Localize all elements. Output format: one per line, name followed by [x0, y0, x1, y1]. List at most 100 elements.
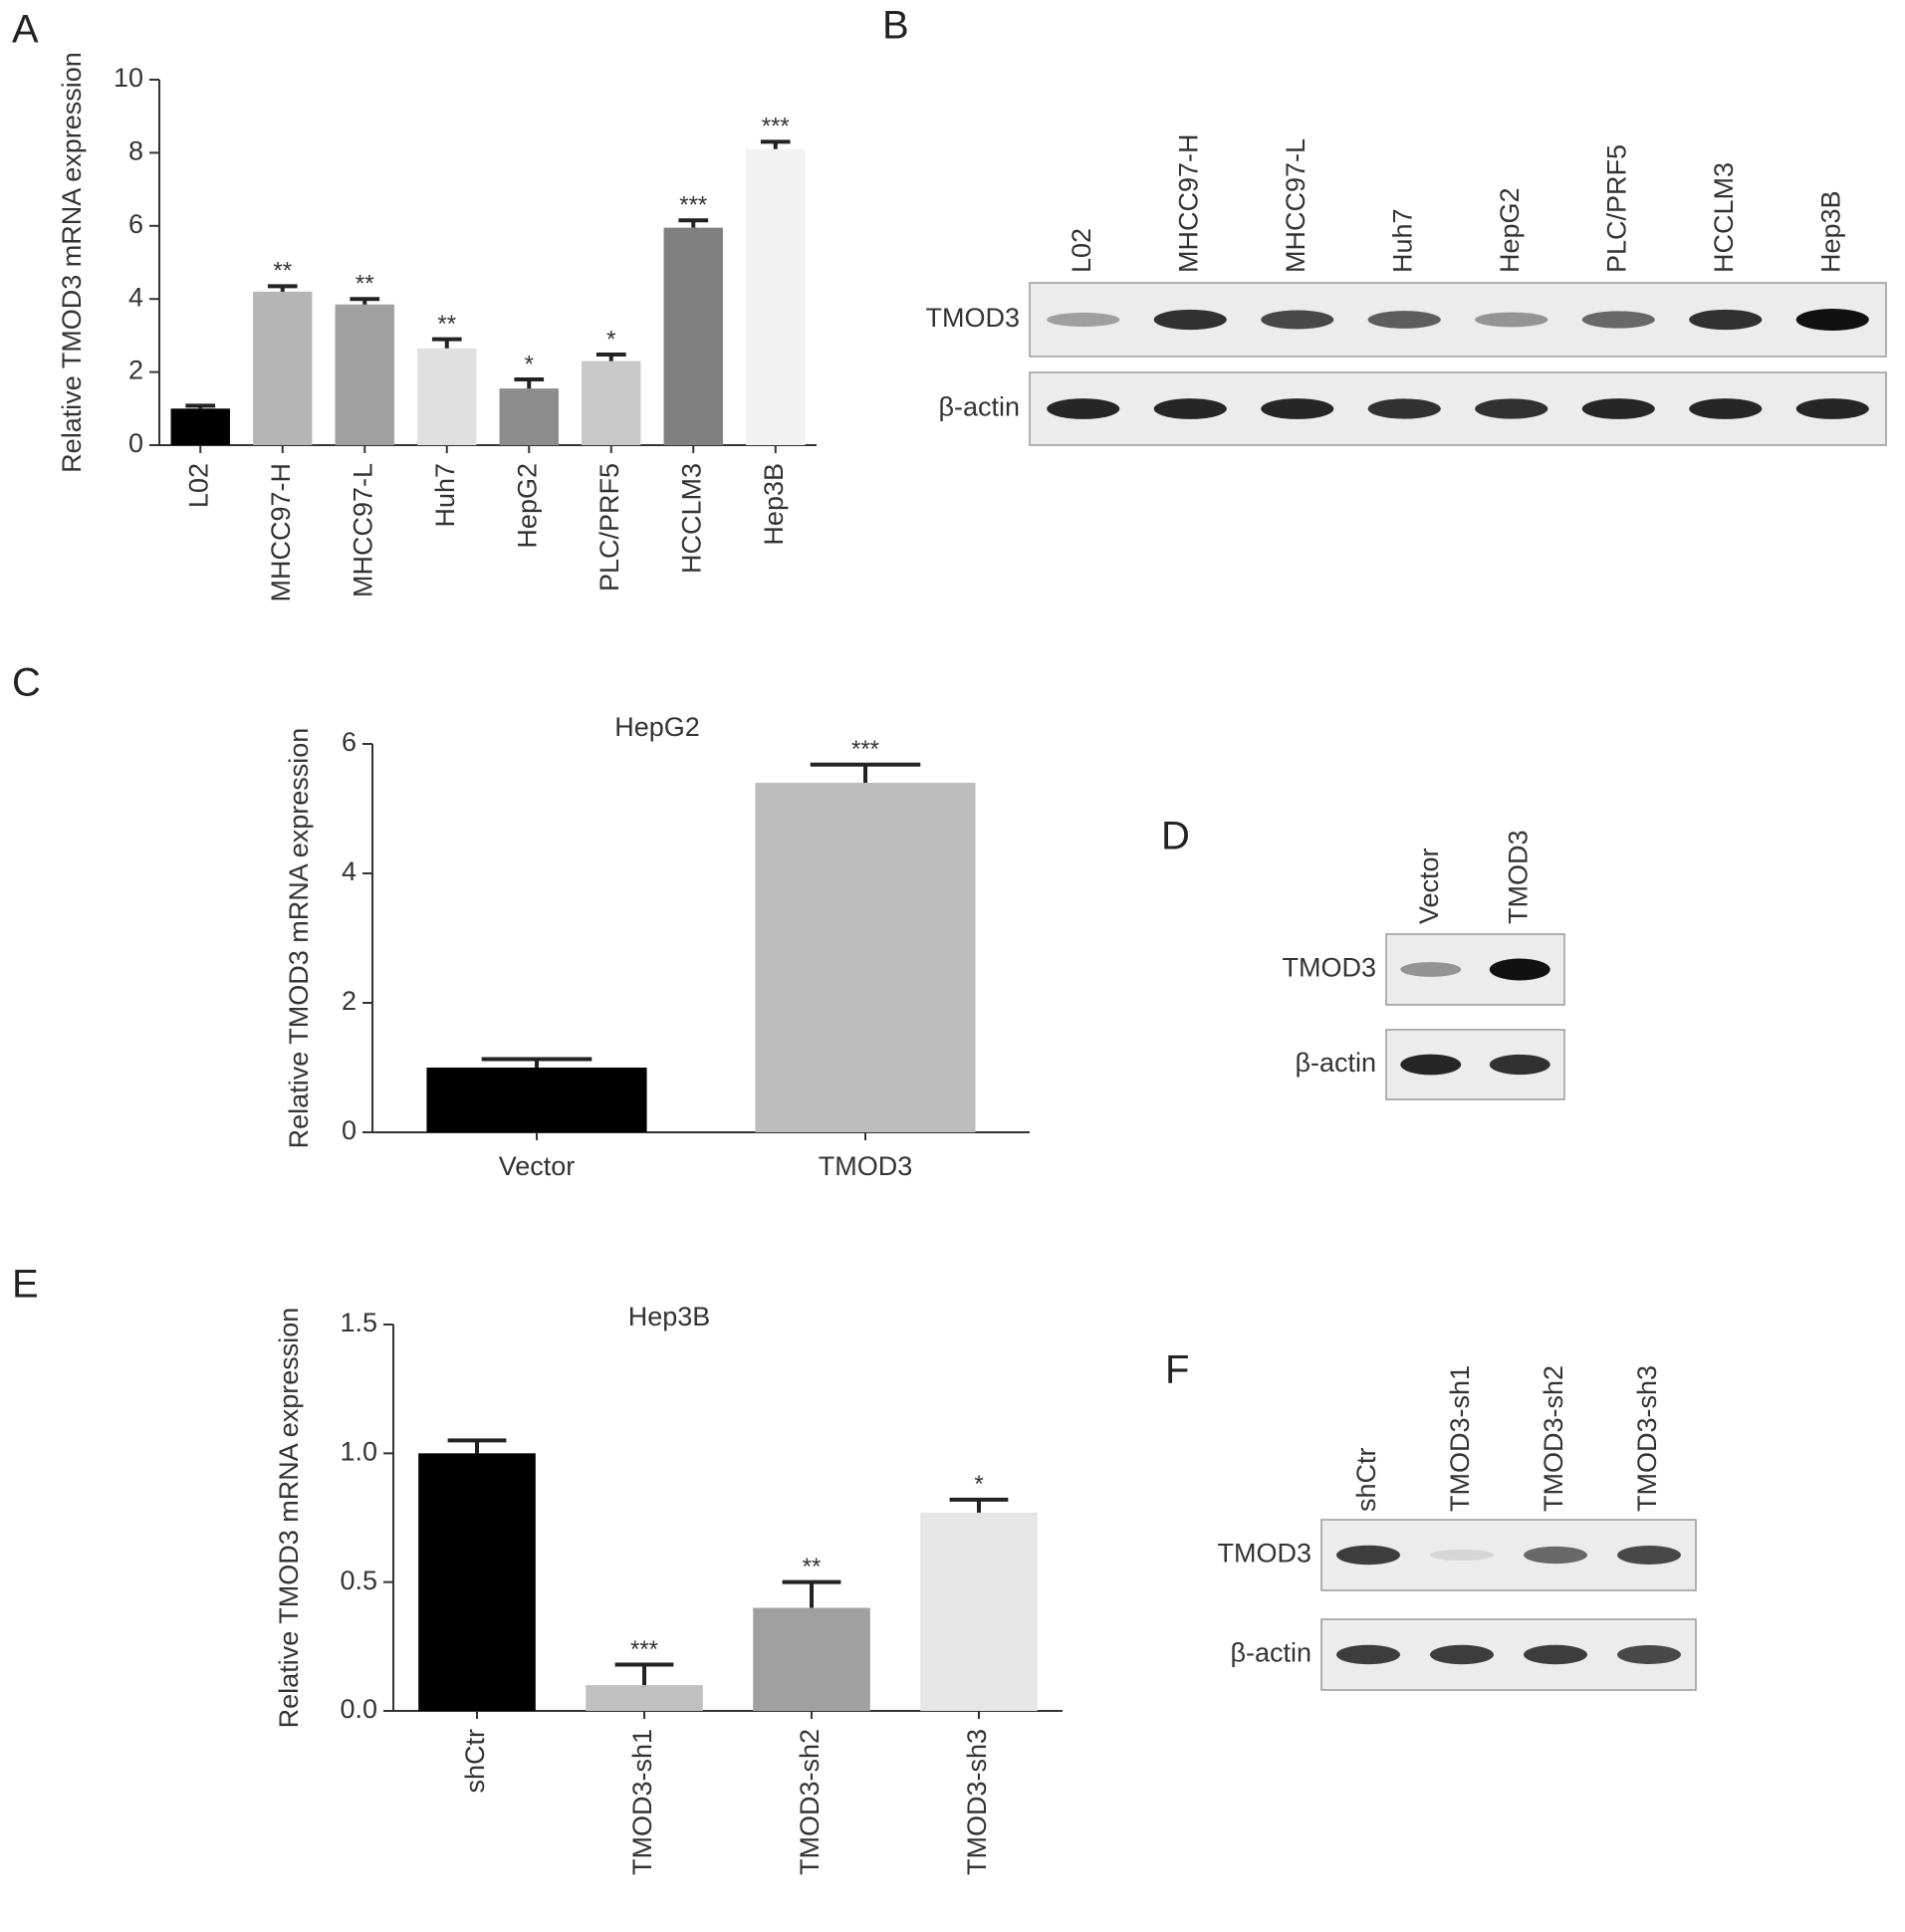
- lane-label: TMOD3: [1503, 831, 1533, 925]
- blot-band: [1689, 309, 1763, 331]
- lane-label: Vector: [1414, 847, 1444, 924]
- y-axis-label: Relative TMOD3 mRNA expression: [57, 52, 87, 473]
- x-tick-label: HCCLM3: [676, 463, 706, 574]
- x-tick-label: TMOD3-sh2: [795, 1729, 825, 1875]
- significance: *: [606, 326, 615, 353]
- significance: ***: [679, 192, 707, 219]
- significance: *: [974, 1471, 983, 1498]
- blot-band: [1475, 312, 1548, 328]
- lane-label: shCtr: [1351, 1447, 1381, 1512]
- blot-band: [1400, 1054, 1462, 1076]
- chart-title: HepG2: [614, 712, 700, 742]
- blot-band: [1689, 398, 1763, 419]
- bar: [586, 1685, 703, 1711]
- bar: [253, 291, 313, 445]
- bar: [499, 388, 559, 445]
- error-bar: [350, 297, 380, 305]
- lane-label: PLC/PRF5: [1601, 144, 1631, 273]
- error-bar: [267, 284, 298, 292]
- lane-label: Hep3B: [1815, 190, 1845, 273]
- blot-band: [1617, 1546, 1681, 1565]
- blot-band: [1581, 311, 1655, 329]
- x-tick-label: TMOD3-sh1: [627, 1729, 657, 1875]
- y-tick-label: 0.0: [340, 1694, 377, 1724]
- y-tick-label: 0: [128, 428, 143, 458]
- blot-band: [1430, 1644, 1494, 1665]
- blot-band: [1581, 398, 1655, 419]
- panel-label: F: [1165, 1348, 1189, 1392]
- significance: **: [273, 258, 292, 285]
- error-bar: [782, 1579, 841, 1608]
- panel-label: E: [12, 1263, 39, 1307]
- error-bar: [447, 1438, 507, 1454]
- y-tick-label: 1.5: [340, 1308, 377, 1337]
- x-tick-label: TMOD3: [819, 1151, 913, 1181]
- panel-label: D: [1161, 815, 1190, 858]
- row-label: β-actin: [938, 392, 1020, 422]
- y-tick-label: 2: [342, 986, 357, 1016]
- panel-label: B: [882, 4, 909, 48]
- error-bar: [614, 1662, 674, 1686]
- row-label: TMOD3: [1283, 953, 1377, 983]
- error-bar: [481, 1057, 593, 1068]
- bar: [753, 1607, 870, 1711]
- error-bar: [949, 1497, 1009, 1513]
- y-axis-label: Relative TMOD3 mRNA expression: [284, 728, 314, 1149]
- row-label: β-actin: [1230, 1638, 1311, 1668]
- lane-label: MHCC97-L: [1281, 138, 1310, 273]
- lane-label: TMOD3-sh2: [1539, 1365, 1568, 1512]
- row-label: TMOD3: [926, 303, 1021, 333]
- bar: [663, 227, 723, 445]
- error-bar: [431, 337, 462, 349]
- x-tick-label: L02: [183, 463, 213, 508]
- blot-band: [1489, 1054, 1550, 1076]
- blot-band: [1795, 398, 1869, 419]
- significance: ***: [762, 114, 790, 140]
- blot-band: [1489, 958, 1550, 981]
- bar: [755, 783, 976, 1132]
- lane-label: Huh7: [1387, 208, 1417, 273]
- significance: ***: [851, 736, 879, 763]
- blot-band: [1524, 1546, 1587, 1565]
- bar: [920, 1512, 1038, 1711]
- y-tick-label: 6: [342, 727, 357, 757]
- lane-label: HCCLM3: [1709, 162, 1739, 273]
- lane-label: TMOD3-sh1: [1445, 1365, 1475, 1512]
- y-tick-label: 1.0: [340, 1436, 377, 1466]
- error-bar: [810, 762, 921, 783]
- error-bar: [678, 218, 709, 228]
- x-tick-label: TMOD3-sh3: [962, 1729, 992, 1875]
- y-tick-label: 6: [128, 209, 143, 239]
- y-tick-label: 4: [128, 282, 143, 312]
- y-tick-label: 0.5: [340, 1566, 377, 1595]
- blot-band: [1617, 1645, 1681, 1664]
- blot-band: [1261, 398, 1334, 419]
- panel-label: C: [12, 661, 41, 705]
- blot-band: [1261, 310, 1334, 330]
- y-tick-label: 4: [342, 856, 357, 886]
- significance: *: [525, 351, 534, 377]
- blot-band: [1336, 1644, 1400, 1665]
- x-tick-label: PLC/PRF5: [595, 463, 624, 592]
- bar: [426, 1068, 647, 1132]
- blot-band: [1336, 1545, 1400, 1566]
- bar: [746, 148, 806, 446]
- x-tick-label: MHCC97-H: [266, 463, 296, 603]
- bar: [582, 361, 641, 445]
- significance: **: [437, 311, 456, 338]
- lane-label: MHCC97-H: [1173, 133, 1203, 273]
- error-bar: [595, 352, 626, 362]
- significance: **: [356, 271, 374, 298]
- error-bar: [760, 139, 791, 149]
- bar: [418, 1453, 536, 1711]
- row-label: TMOD3: [1218, 1539, 1312, 1569]
- blot-band: [1475, 398, 1548, 419]
- y-tick-label: 0: [342, 1115, 357, 1145]
- lane-label: L02: [1067, 228, 1096, 273]
- blot-band: [1153, 398, 1227, 419]
- lane-label: TMOD3-sh3: [1632, 1365, 1662, 1512]
- bar: [417, 348, 477, 445]
- bar: [335, 304, 394, 445]
- row-label: β-actin: [1295, 1048, 1376, 1078]
